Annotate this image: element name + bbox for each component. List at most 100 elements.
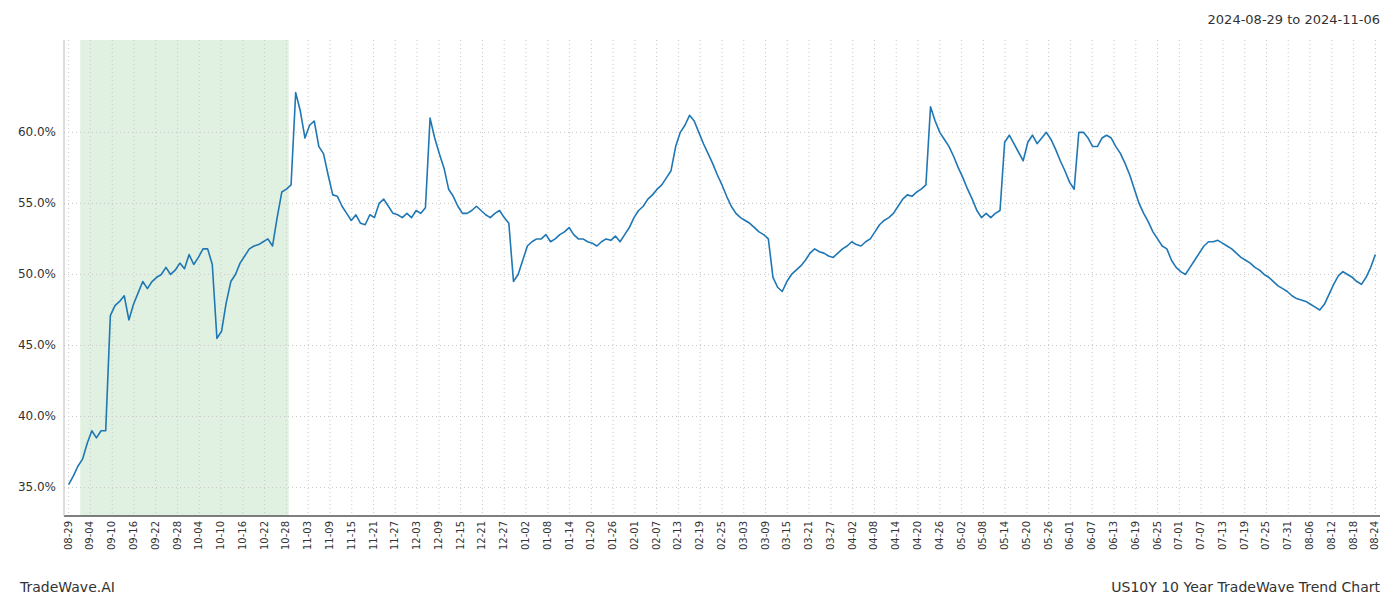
grid-line-x (1070, 40, 1071, 516)
x-axis-line (64, 515, 1380, 517)
grid-line-x (90, 40, 91, 516)
grid-line-y (64, 487, 1380, 488)
x-tick-label: 02-01 (629, 521, 640, 550)
shaded-range (80, 40, 289, 516)
title: US10Y 10 Year TradeWave Trend Chart (1111, 579, 1380, 595)
x-tick-label: 07-31 (1282, 521, 1293, 550)
grid-line-x (221, 40, 222, 516)
grid-line-x (133, 40, 134, 516)
grid-line-x (569, 40, 570, 516)
x-tick-label: 03-21 (803, 521, 814, 550)
subtitle: 2024-08-29 to 2024-11-06 (1208, 12, 1380, 27)
x-tick-label: 01-02 (520, 521, 531, 550)
x-tick-label: 12-15 (455, 521, 466, 550)
grid-line-x (1266, 40, 1267, 516)
x-tick-label: 12-21 (476, 521, 487, 550)
x-tick-label: 04-08 (868, 521, 879, 550)
x-tick-label: 12-03 (411, 521, 422, 550)
grid-line-x (1288, 40, 1289, 516)
y-tick-label: 40.0% (18, 409, 56, 423)
x-tick-label: 04-26 (934, 521, 945, 550)
chart: 35.0%40.0%45.0%50.0%55.0%60.0%08-2909-04… (0, 0, 1400, 600)
line-layer (69, 93, 1376, 485)
grid-line-x (743, 40, 744, 516)
x-tick-label: 11-15 (346, 521, 357, 550)
grid-line-x (482, 40, 483, 516)
x-tick-label: 09-04 (84, 521, 95, 550)
grid-line-x (1157, 40, 1158, 516)
x-tick-label: 01-08 (542, 521, 553, 550)
grid-line-x (852, 40, 853, 516)
grid-line-x (525, 40, 526, 516)
grid-line-x (1179, 40, 1180, 516)
x-tick-label: 03-03 (738, 521, 749, 550)
shade-layer (80, 40, 289, 516)
grid-line-x (417, 40, 418, 516)
y-tick-label: 35.0% (18, 480, 56, 494)
grid-line-x (634, 40, 635, 516)
grid (64, 40, 1380, 516)
grid-line-x (961, 40, 962, 516)
grid-line-x (939, 40, 940, 516)
grid-line-x (918, 40, 919, 516)
grid-line-x (1331, 40, 1332, 516)
x-tick-label: 03-27 (825, 521, 836, 550)
y-tick-label: 55.0% (18, 196, 56, 210)
grid-line-x (830, 40, 831, 516)
x-tick-label: 05-20 (1021, 521, 1032, 550)
grid-line-x (1135, 40, 1136, 516)
y-axis-line (64, 40, 65, 516)
grid-line-x (1222, 40, 1223, 516)
grid-line-x (722, 40, 723, 516)
grid-line-x (199, 40, 200, 516)
axes: 35.0%40.0%45.0%50.0%55.0%60.0%08-2909-04… (18, 40, 1380, 550)
y-tick-label: 45.0% (18, 338, 56, 352)
grid-line-x (438, 40, 439, 516)
grid-line-x (329, 40, 330, 516)
grid-line-x (547, 40, 548, 516)
x-tick-label: 08-18 (1348, 521, 1359, 550)
x-tick-label: 07-19 (1239, 521, 1250, 550)
x-tick-label: 11-09 (324, 521, 335, 550)
x-tick-label: 03-15 (781, 521, 792, 550)
x-tick-label: 08-29 (63, 521, 74, 550)
x-tick-label: 10-10 (215, 521, 226, 550)
grid-line-x (242, 40, 243, 516)
grid-line-x (591, 40, 592, 516)
x-tick-label: 11-21 (368, 521, 379, 550)
x-tick-label: 11-03 (302, 521, 313, 550)
grid-line-y (64, 274, 1380, 275)
x-tick-label: 07-07 (1195, 521, 1206, 550)
x-tick-label: 10-16 (237, 521, 248, 550)
grid-line-x (787, 40, 788, 516)
grid-line-x (874, 40, 875, 516)
x-tick-label: 01-26 (607, 521, 618, 550)
grid-line-x (613, 40, 614, 516)
x-tick-label: 04-02 (847, 521, 858, 550)
grid-line-x (308, 40, 309, 516)
y-tick-label: 60.0% (18, 125, 56, 139)
x-tick-label: 10-04 (193, 521, 204, 550)
grid-line-x (1092, 40, 1093, 516)
x-tick-label: 05-14 (999, 521, 1010, 550)
line (69, 93, 1376, 485)
x-tick-label: 07-13 (1217, 521, 1228, 550)
grid-line-x (286, 40, 287, 516)
x-tick-label: 06-25 (1152, 521, 1163, 550)
x-tick-label: 02-07 (651, 521, 662, 550)
grid-line-x (112, 40, 113, 516)
grid-line-x (1310, 40, 1311, 516)
texts: 2024-08-29 to 2024-11-06 US10Y 10 Year Tr… (19, 12, 1381, 595)
grid-line-x (504, 40, 505, 516)
annotation: TradeWave.AI (19, 579, 115, 595)
x-tick-label: 02-25 (716, 521, 727, 550)
grid-line-x (1244, 40, 1245, 516)
x-tick-label: 06-13 (1108, 521, 1119, 550)
grid-line-x (678, 40, 679, 516)
grid-line-y (64, 345, 1380, 346)
grid-line-x (809, 40, 810, 516)
x-tick-label: 05-02 (956, 521, 967, 550)
x-tick-label: 05-08 (977, 521, 988, 550)
grid-line-x (351, 40, 352, 516)
x-tick-label: 01-14 (564, 521, 575, 550)
